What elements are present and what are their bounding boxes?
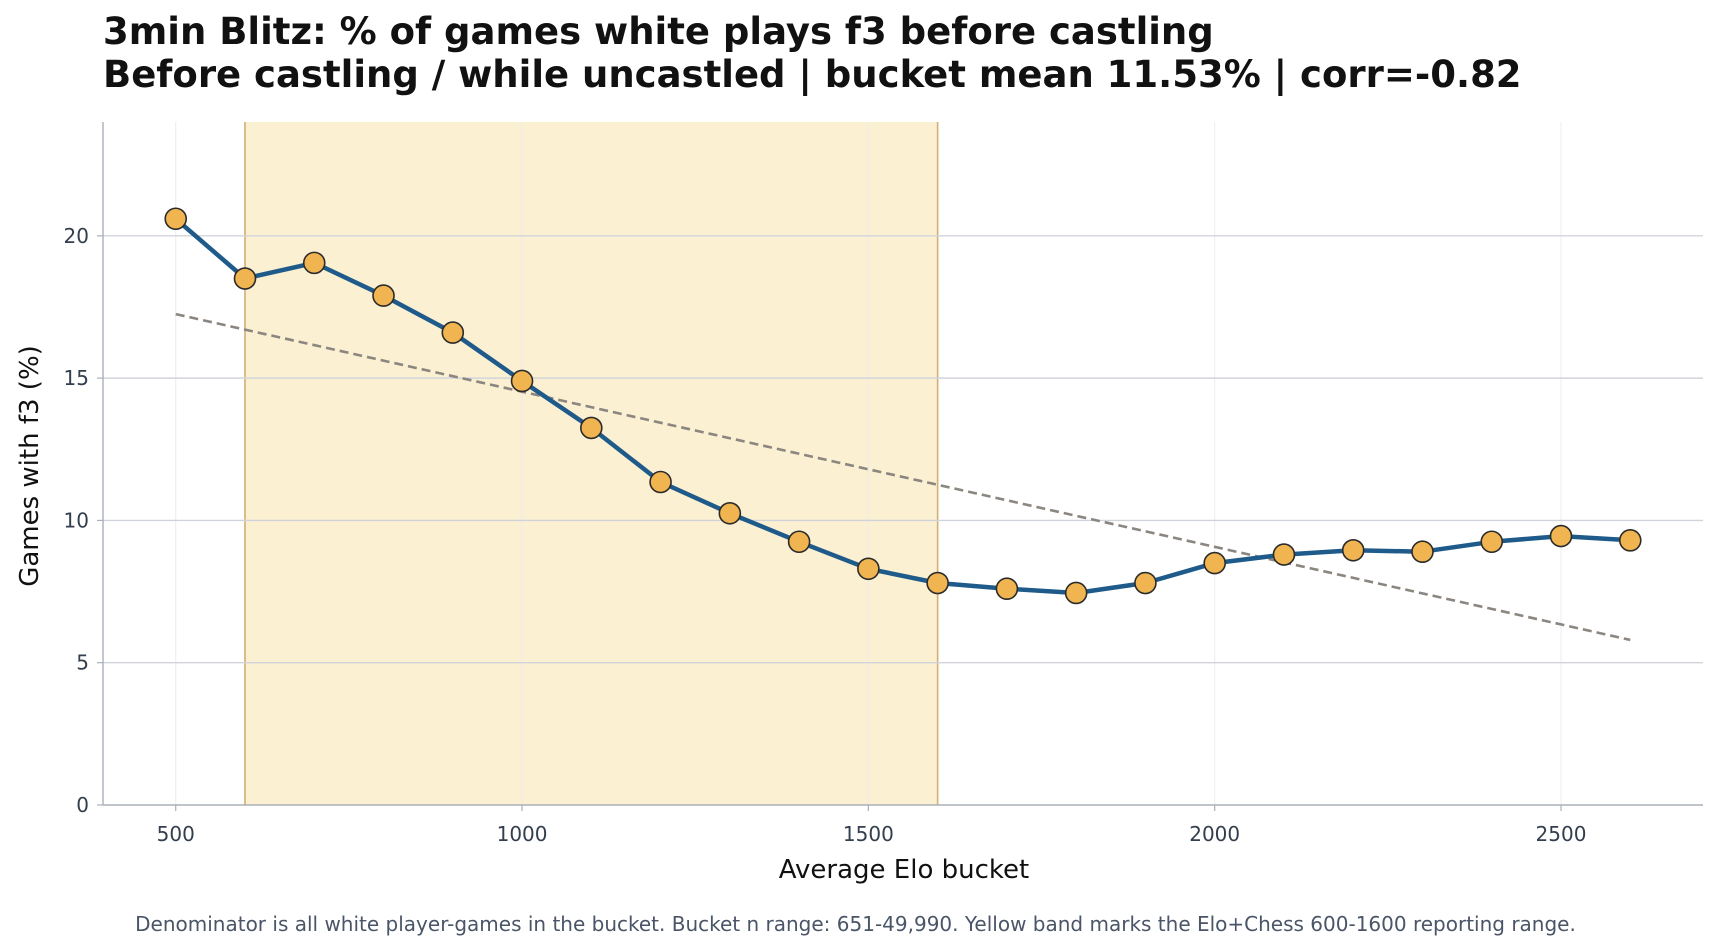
data-point	[857, 557, 880, 581]
data-point	[995, 577, 1019, 601]
x-tick-label: 1500	[843, 822, 894, 846]
chart-subtitle: Before castling / while uncastled | buck…	[103, 53, 1522, 96]
y-tick-label: 20	[64, 224, 89, 248]
data-point	[1480, 530, 1504, 554]
chart-title: 3min Blitz: % of games white plays f3 be…	[103, 10, 1214, 53]
data-point	[1272, 543, 1296, 566]
data-point	[372, 284, 395, 307]
data-point	[233, 267, 257, 290]
points-layer	[164, 207, 1642, 605]
data-point	[1203, 551, 1226, 575]
y-tick-label: 10	[64, 508, 89, 532]
data-point	[1411, 540, 1434, 564]
axes-layer	[97, 122, 1703, 811]
x-tick-label: 2500	[1536, 822, 1587, 846]
x-tick-label: 1000	[497, 822, 548, 846]
data-point	[441, 321, 465, 344]
footnote: Denominator is all white player-games in…	[135, 912, 1576, 936]
highlight-band	[244, 122, 938, 805]
x-axis-label: Average Elo bucket	[779, 855, 1029, 885]
trend-line	[175, 312, 1631, 642]
data-point	[787, 530, 811, 554]
y-tick-label: 0	[76, 793, 89, 817]
data-point	[1618, 529, 1642, 552]
data-point	[926, 571, 949, 595]
data-point	[1134, 571, 1157, 595]
trend-layer	[175, 312, 1631, 642]
data-point	[649, 470, 672, 494]
highlight-band-layer	[244, 122, 939, 805]
data-point	[1549, 524, 1573, 548]
y-tick-label: 15	[64, 366, 89, 390]
x-tick-label: 2000	[1189, 822, 1240, 846]
data-point	[510, 369, 534, 393]
y-tick-label: 5	[76, 651, 89, 675]
series-layer	[173, 216, 1633, 596]
data-point	[302, 251, 326, 275]
series-line	[173, 216, 1633, 596]
data-point	[718, 502, 742, 525]
grid-layer	[103, 122, 1703, 805]
data-point	[1341, 538, 1365, 562]
tick-labels-layer: 500 1000 1500 2000 2500 0 5 10 15 20	[64, 224, 1587, 846]
data-point	[1064, 581, 1088, 605]
data-point	[164, 207, 188, 231]
x-tick-label: 500	[157, 822, 195, 846]
data-point	[580, 416, 603, 440]
y-axis-label: Games with f3 (%)	[15, 345, 45, 587]
